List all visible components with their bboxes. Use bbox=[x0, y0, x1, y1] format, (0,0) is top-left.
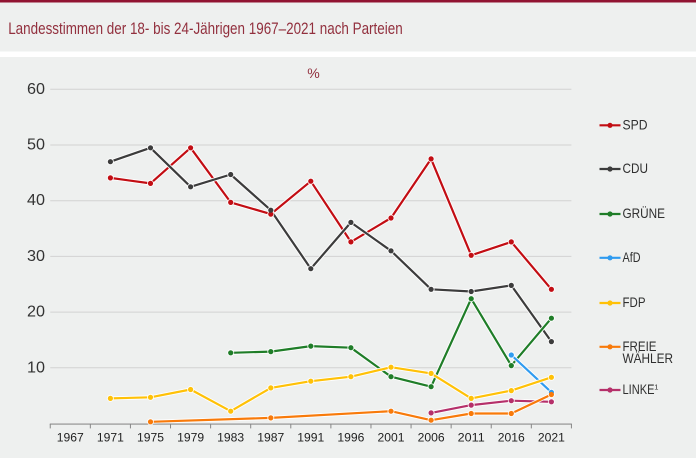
svg-text:1979: 1979 bbox=[177, 433, 204, 445]
svg-text:FDP: FDP bbox=[623, 295, 646, 310]
svg-text:1996: 1996 bbox=[337, 433, 364, 445]
svg-text:1983: 1983 bbox=[217, 433, 244, 445]
svg-text:FREIE: FREIE bbox=[623, 339, 657, 354]
svg-text:40: 40 bbox=[27, 192, 45, 209]
svg-text:%: % bbox=[307, 65, 320, 81]
svg-text:1971: 1971 bbox=[97, 433, 124, 445]
svg-text:1967: 1967 bbox=[57, 433, 84, 445]
svg-text:20: 20 bbox=[27, 304, 45, 321]
svg-text:AfD: AfD bbox=[623, 250, 641, 265]
svg-text:2021: 2021 bbox=[538, 433, 565, 445]
svg-text:60: 60 bbox=[27, 81, 45, 98]
svg-text:2011: 2011 bbox=[458, 433, 485, 445]
svg-text:GRÜNE: GRÜNE bbox=[623, 206, 666, 221]
svg-text:2001: 2001 bbox=[378, 433, 405, 445]
svg-text:LINKE: LINKE bbox=[623, 382, 655, 397]
svg-text:2006: 2006 bbox=[418, 433, 445, 445]
svg-text:10: 10 bbox=[27, 359, 45, 376]
svg-text:SPD: SPD bbox=[623, 118, 648, 133]
svg-text:1975: 1975 bbox=[137, 433, 164, 445]
svg-text:50: 50 bbox=[27, 137, 45, 154]
svg-text:1: 1 bbox=[654, 382, 658, 391]
svg-text:CDU: CDU bbox=[623, 161, 649, 176]
svg-text:WÄHLER: WÄHLER bbox=[623, 351, 674, 366]
svg-text:30: 30 bbox=[27, 248, 45, 265]
svg-text:Landesstimmen der 18- bis 24-J: Landesstimmen der 18- bis 24-Jährigen 19… bbox=[8, 20, 403, 38]
svg-text:1987: 1987 bbox=[257, 433, 284, 445]
svg-text:2016: 2016 bbox=[498, 433, 525, 445]
svg-text:1991: 1991 bbox=[297, 433, 324, 445]
